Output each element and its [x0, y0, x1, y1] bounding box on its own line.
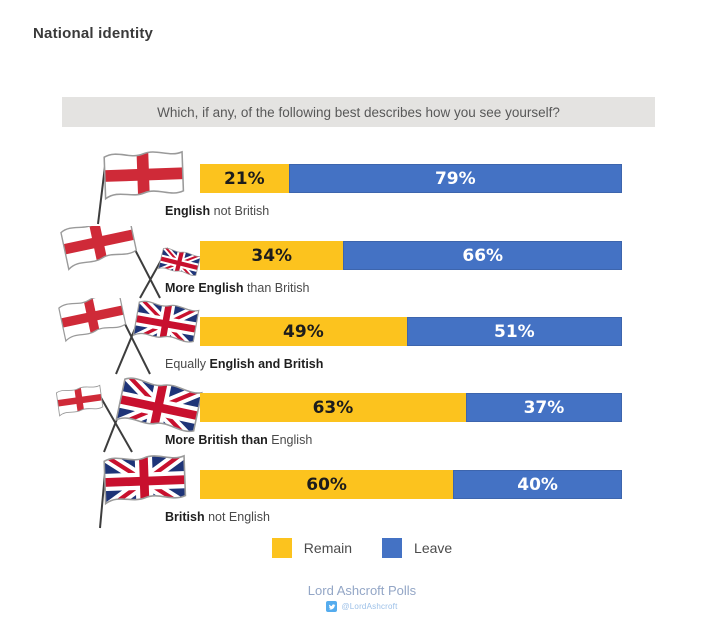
leave-value-label: 51% — [494, 321, 535, 342]
remain-value-label: 49% — [283, 321, 324, 342]
leave-bar-segment: 51% — [406, 317, 622, 346]
leave-value-label: 66% — [462, 245, 504, 266]
remain-bar-segment: 60% — [200, 470, 454, 499]
leave-bar-segment: 40% — [453, 470, 622, 499]
leave-bar-segment: 66% — [343, 241, 622, 270]
page-title: National identity — [33, 25, 154, 42]
legend: Remain Leave — [0, 538, 724, 558]
stacked-bar-row-5: 60% 40% — [200, 470, 622, 499]
row-category-label: More British than English — [165, 433, 313, 447]
row-category-label: British not English — [165, 510, 270, 524]
stacked-bar-row-3: 49% 51% — [200, 317, 622, 346]
chart-question-header: Which, if any, of the following best des… — [62, 97, 655, 127]
uk-flag-icon — [84, 452, 199, 535]
leave-value-label: 79% — [434, 168, 476, 189]
remain-value-label: 60% — [306, 474, 347, 495]
england-flag-icon — [82, 148, 197, 231]
row-category-label: English not British — [165, 204, 270, 218]
remain-bar-segment: 49% — [200, 317, 407, 346]
row-category-label: Equally English and British — [165, 357, 324, 371]
stacked-bar-row-4: 63% 37% — [200, 393, 622, 422]
legend-item-remain: Remain — [271, 538, 353, 558]
stacked-bar-row-1: 21% 79% — [200, 164, 622, 193]
source-attribution: Lord Ashcroft Polls — [307, 583, 417, 598]
legend-label: Leave — [414, 540, 453, 556]
england-uk-flags-icon — [58, 292, 203, 383]
remain-swatch-icon — [271, 538, 292, 558]
twitter-bird-icon — [326, 601, 338, 612]
remain-value-label: 21% — [223, 168, 265, 189]
england-uk-flags-icon — [55, 374, 206, 461]
england-uk-flags-icon — [60, 214, 202, 306]
remain-bar-segment: 63% — [200, 393, 466, 422]
remain-value-label: 34% — [251, 245, 293, 266]
legend-label: Remain — [303, 540, 353, 556]
legend-item-leave: Leave — [382, 538, 452, 558]
leave-value-label: 37% — [523, 397, 565, 418]
leave-bar-segment: 79% — [288, 164, 622, 193]
remain-value-label: 63% — [312, 397, 354, 418]
remain-bar-segment: 34% — [200, 241, 344, 270]
leave-value-label: 40% — [517, 474, 558, 495]
twitter-badge[interactable]: @LordAshcroft — [0, 601, 724, 612]
leave-swatch-icon — [382, 538, 403, 558]
leave-bar-segment: 37% — [465, 393, 622, 422]
twitter-handle: @LordAshcroft — [341, 602, 398, 611]
stacked-bar-row-2: 34% 66% — [200, 241, 622, 270]
row-category-label: More English than British — [165, 281, 310, 295]
remain-bar-segment: 21% — [200, 164, 289, 193]
